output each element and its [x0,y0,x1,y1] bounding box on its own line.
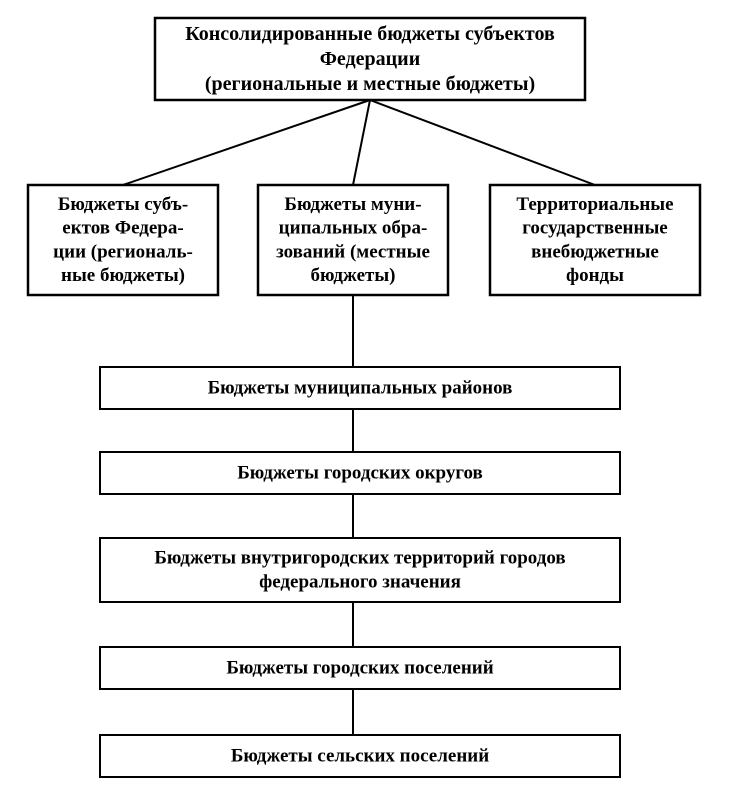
node-level5: Бюджеты сельских поселений [100,735,620,777]
node-label-child3-line-2: внебюджетные [531,241,659,262]
edge-root-child2 [353,100,370,185]
node-label-child2-line-1: ципальных обра- [279,218,428,239]
node-label-child1-line-3: ные бюджеты) [61,265,185,286]
budget-structure-diagram: Консолидированные бюджеты субъектов Федер… [0,0,730,796]
node-label-level3-line-0: Бюджеты внутригородских территорий город… [154,548,565,569]
node-label-level3-line-1: федерального значения [259,571,461,592]
node-label-child2-line-3: бюджеты) [311,265,396,286]
node-child3: Территориальные государственныевнебюджетн… [490,185,700,295]
node-label-child1-line-2: ции (региональ- [53,241,193,262]
node-label-root-line-1: Федерации [320,48,420,70]
node-level1: Бюджеты муниципальных районов [100,367,620,409]
node-label-root-line-0: Консолидированные бюджеты субъектов [185,23,555,45]
node-child1: Бюджеты субъ-ектов Федера-ции (региональ… [28,185,218,295]
node-label-child3-line-0: Территориальные [516,194,673,215]
node-label-level5-line-0: Бюджеты сельских поселений [231,746,489,767]
node-root: Консолидированные бюджеты субъектов Федер… [155,18,585,100]
node-label-child3-line-3: фонды [566,265,624,286]
node-level2: Бюджеты городских округов [100,452,620,494]
node-label-child1-line-1: ектов Федера- [62,218,183,239]
node-label-child2-line-0: Бюджеты муни- [284,194,421,215]
node-label-child3-line-1: государственные [522,218,667,239]
node-label-level1-line-0: Бюджеты муниципальных районов [208,378,513,399]
node-label-root-line-2: (региональные и местные бюджеты) [205,73,535,95]
node-child2: Бюджеты муни-ципальных обра-зований (мес… [258,185,448,295]
node-label-level4-line-0: Бюджеты городских поселений [226,658,493,679]
node-label-child1-line-0: Бюджеты субъ- [58,194,188,215]
node-label-child2-line-2: зований (местные [276,241,430,262]
node-level4: Бюджеты городских поселений [100,647,620,689]
edge-root-child3 [370,100,595,185]
edge-root-child1 [123,100,370,185]
node-level3: Бюджеты внутригородских территорий город… [100,538,620,602]
node-label-level2-line-0: Бюджеты городских округов [237,463,483,484]
